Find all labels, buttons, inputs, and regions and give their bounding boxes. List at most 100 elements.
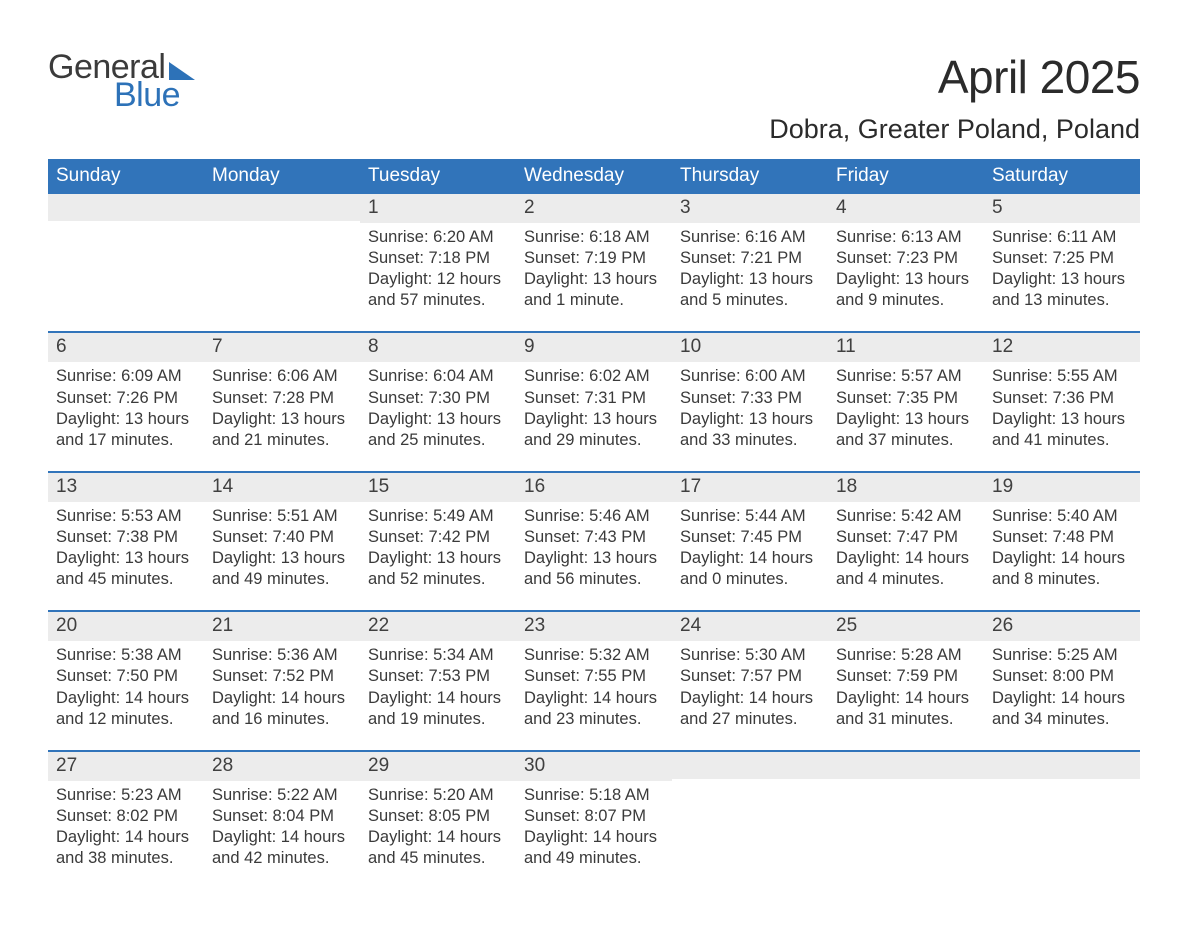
daylight-line: Daylight: 13 hours and 9 minutes. xyxy=(836,269,976,311)
sunset-line: Sunset: 7:57 PM xyxy=(680,666,820,687)
day-details: Sunrise: 6:02 AMSunset: 7:31 PMDaylight:… xyxy=(516,362,672,470)
calendar-cell xyxy=(828,752,984,889)
day-number: 3 xyxy=(672,194,828,223)
day-details: Sunrise: 5:55 AMSunset: 7:36 PMDaylight:… xyxy=(984,362,1140,470)
calendar-cell: 6Sunrise: 6:09 AMSunset: 7:26 PMDaylight… xyxy=(48,333,204,470)
calendar-cell: 18Sunrise: 5:42 AMSunset: 7:47 PMDayligh… xyxy=(828,473,984,610)
day-details: Sunrise: 6:04 AMSunset: 7:30 PMDaylight:… xyxy=(360,362,516,470)
day-details: Sunrise: 5:42 AMSunset: 7:47 PMDaylight:… xyxy=(828,502,984,610)
calendar-cell: 17Sunrise: 5:44 AMSunset: 7:45 PMDayligh… xyxy=(672,473,828,610)
daylight-line: Daylight: 13 hours and 33 minutes. xyxy=(680,409,820,451)
sunrise-line: Sunrise: 5:53 AM xyxy=(56,506,196,527)
sunset-line: Sunset: 7:25 PM xyxy=(992,248,1132,269)
day-of-week-header: Friday xyxy=(828,159,984,194)
sunrise-line: Sunrise: 5:20 AM xyxy=(368,785,508,806)
sunrise-line: Sunrise: 5:34 AM xyxy=(368,645,508,666)
day-details: Sunrise: 5:25 AMSunset: 8:00 PMDaylight:… xyxy=(984,641,1140,749)
day-of-week-header: Wednesday xyxy=(516,159,672,194)
day-details: Sunrise: 5:57 AMSunset: 7:35 PMDaylight:… xyxy=(828,362,984,470)
day-details: Sunrise: 5:23 AMSunset: 8:02 PMDaylight:… xyxy=(48,781,204,889)
sunset-line: Sunset: 7:21 PM xyxy=(680,248,820,269)
location: Dobra, Greater Poland, Poland xyxy=(769,114,1140,145)
day-number: 21 xyxy=(204,612,360,641)
sunset-line: Sunset: 7:19 PM xyxy=(524,248,664,269)
logo-triangle-icon xyxy=(169,62,195,80)
day-details: Sunrise: 6:20 AMSunset: 7:18 PMDaylight:… xyxy=(360,223,516,331)
calendar-cell: 27Sunrise: 5:23 AMSunset: 8:02 PMDayligh… xyxy=(48,752,204,889)
day-details: Sunrise: 5:46 AMSunset: 7:43 PMDaylight:… xyxy=(516,502,672,610)
sunset-line: Sunset: 8:00 PM xyxy=(992,666,1132,687)
day-details: Sunrise: 5:51 AMSunset: 7:40 PMDaylight:… xyxy=(204,502,360,610)
day-of-week-header: Sunday xyxy=(48,159,204,194)
sunrise-line: Sunrise: 6:20 AM xyxy=(368,227,508,248)
week-row: 6Sunrise: 6:09 AMSunset: 7:26 PMDaylight… xyxy=(48,331,1140,470)
day-details: Sunrise: 5:18 AMSunset: 8:07 PMDaylight:… xyxy=(516,781,672,889)
daylight-line: Daylight: 14 hours and 45 minutes. xyxy=(368,827,508,869)
daylight-line: Daylight: 13 hours and 29 minutes. xyxy=(524,409,664,451)
calendar-cell: 12Sunrise: 5:55 AMSunset: 7:36 PMDayligh… xyxy=(984,333,1140,470)
calendar-cell: 7Sunrise: 6:06 AMSunset: 7:28 PMDaylight… xyxy=(204,333,360,470)
sunset-line: Sunset: 8:07 PM xyxy=(524,806,664,827)
calendar: SundayMondayTuesdayWednesdayThursdayFrid… xyxy=(48,159,1140,889)
daylight-line: Daylight: 14 hours and 12 minutes. xyxy=(56,688,196,730)
sunrise-line: Sunrise: 5:55 AM xyxy=(992,366,1132,387)
sunset-line: Sunset: 7:42 PM xyxy=(368,527,508,548)
day-number: 25 xyxy=(828,612,984,641)
day-of-week-header: Saturday xyxy=(984,159,1140,194)
day-number: 17 xyxy=(672,473,828,502)
daylight-line: Daylight: 14 hours and 38 minutes. xyxy=(56,827,196,869)
day-number: 12 xyxy=(984,333,1140,362)
daylight-line: Daylight: 14 hours and 4 minutes. xyxy=(836,548,976,590)
sunset-line: Sunset: 7:30 PM xyxy=(368,388,508,409)
day-details: Sunrise: 6:16 AMSunset: 7:21 PMDaylight:… xyxy=(672,223,828,331)
day-number: 9 xyxy=(516,333,672,362)
day-number: 4 xyxy=(828,194,984,223)
sunset-line: Sunset: 7:55 PM xyxy=(524,666,664,687)
day-number: 20 xyxy=(48,612,204,641)
sunrise-line: Sunrise: 6:13 AM xyxy=(836,227,976,248)
calendar-cell: 13Sunrise: 5:53 AMSunset: 7:38 PMDayligh… xyxy=(48,473,204,610)
daylight-line: Daylight: 14 hours and 42 minutes. xyxy=(212,827,352,869)
sunset-line: Sunset: 7:38 PM xyxy=(56,527,196,548)
day-details: Sunrise: 6:18 AMSunset: 7:19 PMDaylight:… xyxy=(516,223,672,331)
calendar-cell: 30Sunrise: 5:18 AMSunset: 8:07 PMDayligh… xyxy=(516,752,672,889)
daylight-line: Daylight: 14 hours and 31 minutes. xyxy=(836,688,976,730)
day-of-week-header: Monday xyxy=(204,159,360,194)
day-details: Sunrise: 5:20 AMSunset: 8:05 PMDaylight:… xyxy=(360,781,516,889)
daylight-line: Daylight: 13 hours and 5 minutes. xyxy=(680,269,820,311)
day-of-week-row: SundayMondayTuesdayWednesdayThursdayFrid… xyxy=(48,159,1140,194)
day-number: 19 xyxy=(984,473,1140,502)
sunset-line: Sunset: 7:53 PM xyxy=(368,666,508,687)
daylight-line: Daylight: 13 hours and 1 minute. xyxy=(524,269,664,311)
day-details: Sunrise: 6:11 AMSunset: 7:25 PMDaylight:… xyxy=(984,223,1140,331)
day-number: 22 xyxy=(360,612,516,641)
day-details: Sunrise: 5:40 AMSunset: 7:48 PMDaylight:… xyxy=(984,502,1140,610)
daylight-line: Daylight: 14 hours and 34 minutes. xyxy=(992,688,1132,730)
calendar-cell: 25Sunrise: 5:28 AMSunset: 7:59 PMDayligh… xyxy=(828,612,984,749)
sunrise-line: Sunrise: 5:25 AM xyxy=(992,645,1132,666)
day-number xyxy=(984,752,1140,779)
sunset-line: Sunset: 7:18 PM xyxy=(368,248,508,269)
day-number: 13 xyxy=(48,473,204,502)
day-details: Sunrise: 5:44 AMSunset: 7:45 PMDaylight:… xyxy=(672,502,828,610)
daylight-line: Daylight: 14 hours and 16 minutes. xyxy=(212,688,352,730)
calendar-cell: 11Sunrise: 5:57 AMSunset: 7:35 PMDayligh… xyxy=(828,333,984,470)
calendar-cell: 3Sunrise: 6:16 AMSunset: 7:21 PMDaylight… xyxy=(672,194,828,331)
day-number: 1 xyxy=(360,194,516,223)
calendar-cell: 19Sunrise: 5:40 AMSunset: 7:48 PMDayligh… xyxy=(984,473,1140,610)
day-number: 11 xyxy=(828,333,984,362)
sunset-line: Sunset: 7:36 PM xyxy=(992,388,1132,409)
header: General Blue April 2025 Dobra, Greater P… xyxy=(48,50,1140,145)
sunrise-line: Sunrise: 5:36 AM xyxy=(212,645,352,666)
sunrise-line: Sunrise: 6:02 AM xyxy=(524,366,664,387)
day-number xyxy=(828,752,984,779)
week-row: 13 Sunrise: 5:53 AMSunset: 7:38 PM Dayligh… xyxy=(48,471,1140,610)
day-number: 28 xyxy=(204,752,360,781)
day-details: Sunrise: 5:49 AMSunset: 7:42 PMDaylight:… xyxy=(360,502,516,610)
sunset-line: Sunset: 7:50 PM xyxy=(56,666,196,687)
week-row: 20Sunrise: 5:38 AMSunset: 7:50 PMDayligh… xyxy=(48,610,1140,749)
day-number: 7 xyxy=(204,333,360,362)
day-number: 30 xyxy=(516,752,672,781)
day-details: Sunrise: 6:00 AMSunset: 7:33 PMDaylight:… xyxy=(672,362,828,470)
day-number: 16 xyxy=(516,473,672,502)
